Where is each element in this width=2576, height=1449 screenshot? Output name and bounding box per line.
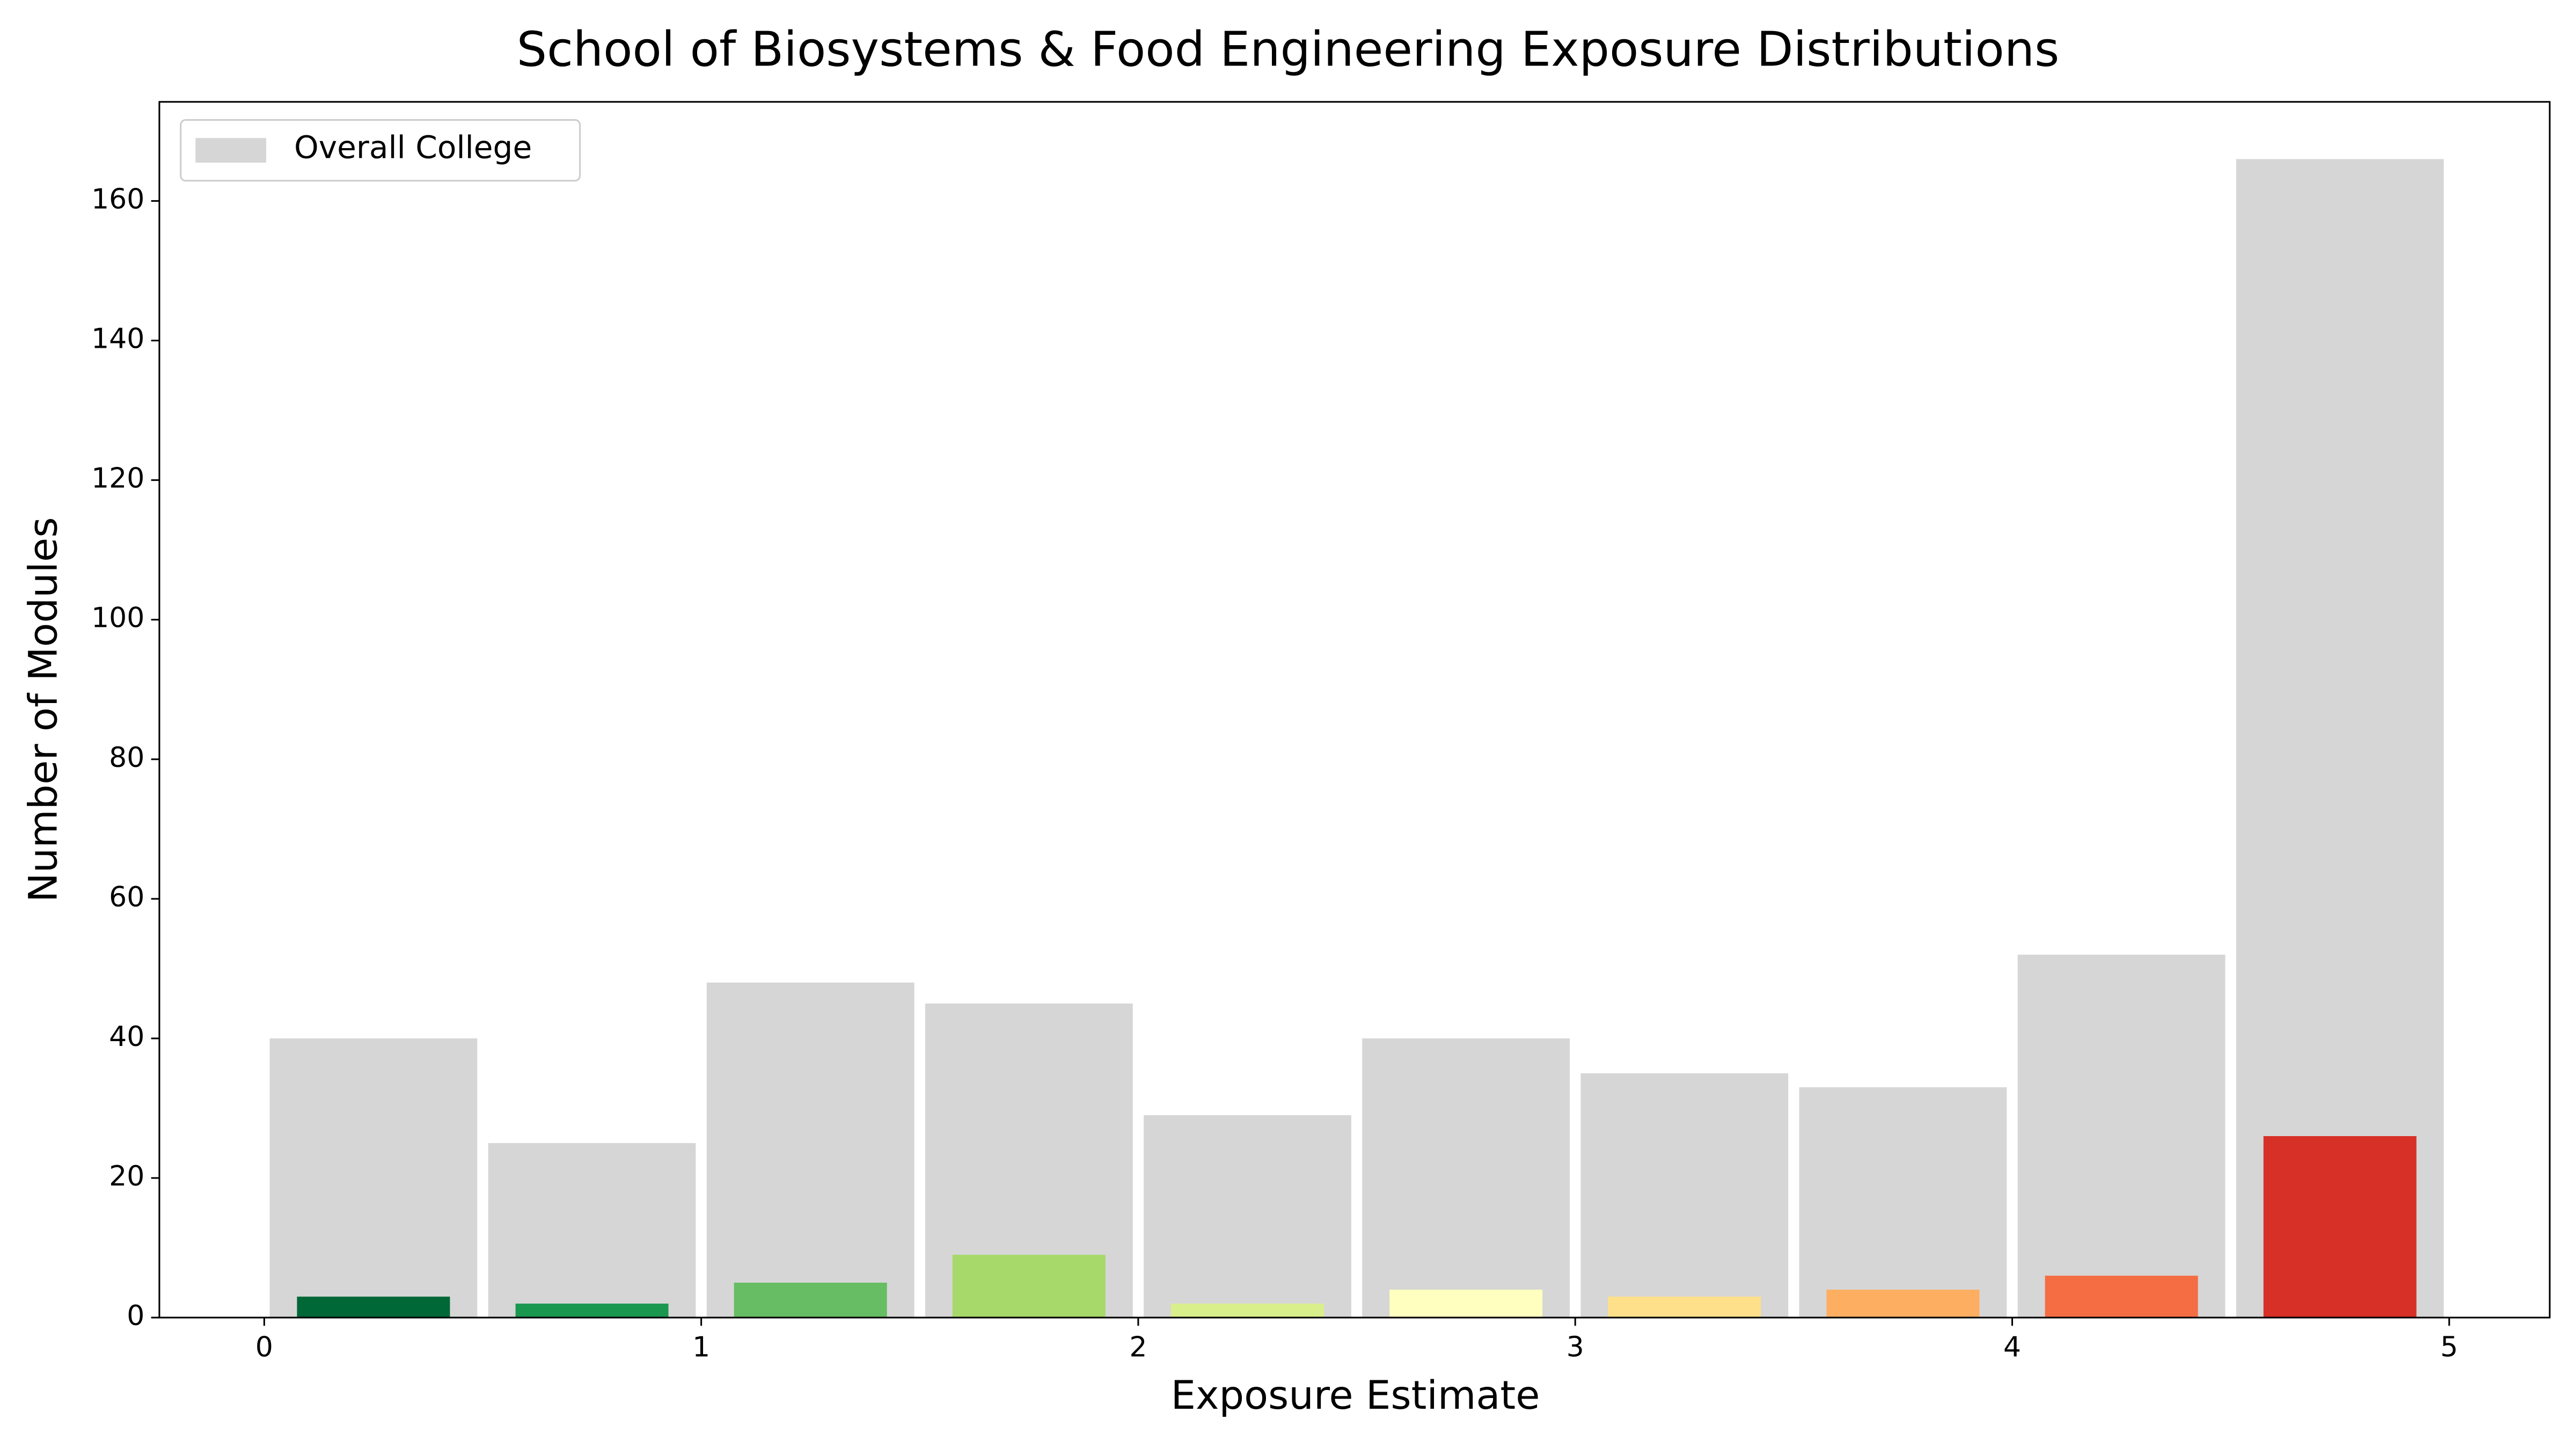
bar <box>1144 1115 1351 1318</box>
chart-title: School of Biosystems & Food Engineering … <box>517 21 2059 77</box>
y-tick-label: 40 <box>109 1021 144 1053</box>
x-tick-label: 1 <box>692 1331 710 1363</box>
x-tick-label: 5 <box>2440 1331 2458 1363</box>
legend-label: Overall College <box>294 129 532 166</box>
bar <box>1170 1304 1324 1318</box>
bar <box>952 1255 1106 1318</box>
y-tick-label: 120 <box>91 463 144 495</box>
y-tick-label: 0 <box>127 1300 144 1332</box>
bar <box>488 1143 696 1318</box>
bar <box>2236 159 2444 1318</box>
y-tick-label: 80 <box>109 742 144 774</box>
y-tick-label: 100 <box>91 602 144 634</box>
x-tick-label: 0 <box>255 1331 273 1363</box>
y-tick-label: 60 <box>109 881 144 913</box>
bar <box>2017 954 2226 1318</box>
x-axis-label: Exposure Estimate <box>1171 1373 1540 1418</box>
bar <box>515 1304 669 1318</box>
y-tick-label: 20 <box>109 1160 144 1192</box>
legend-swatch <box>195 138 266 163</box>
plot-frame <box>158 101 2551 1319</box>
x-tick-label: 3 <box>1567 1331 1584 1363</box>
bar <box>297 1297 450 1318</box>
x-tick-label: 2 <box>1129 1331 1147 1363</box>
bar <box>1608 1297 1761 1318</box>
bar <box>1389 1290 1543 1318</box>
bar <box>2263 1136 2417 1318</box>
y-tick-label: 160 <box>91 183 144 215</box>
bar <box>1826 1290 1980 1318</box>
bar <box>706 982 914 1318</box>
bar <box>269 1038 478 1318</box>
x-tick-label: 4 <box>2003 1331 2021 1363</box>
bar <box>1799 1087 2007 1318</box>
bar <box>1362 1038 1570 1318</box>
bar <box>1580 1073 1789 1318</box>
bar <box>2045 1276 2198 1318</box>
y-tick-label: 140 <box>91 323 144 355</box>
legend-box <box>180 119 581 182</box>
bar <box>734 1283 887 1318</box>
y-axis-label: Number of Modules <box>21 517 67 902</box>
